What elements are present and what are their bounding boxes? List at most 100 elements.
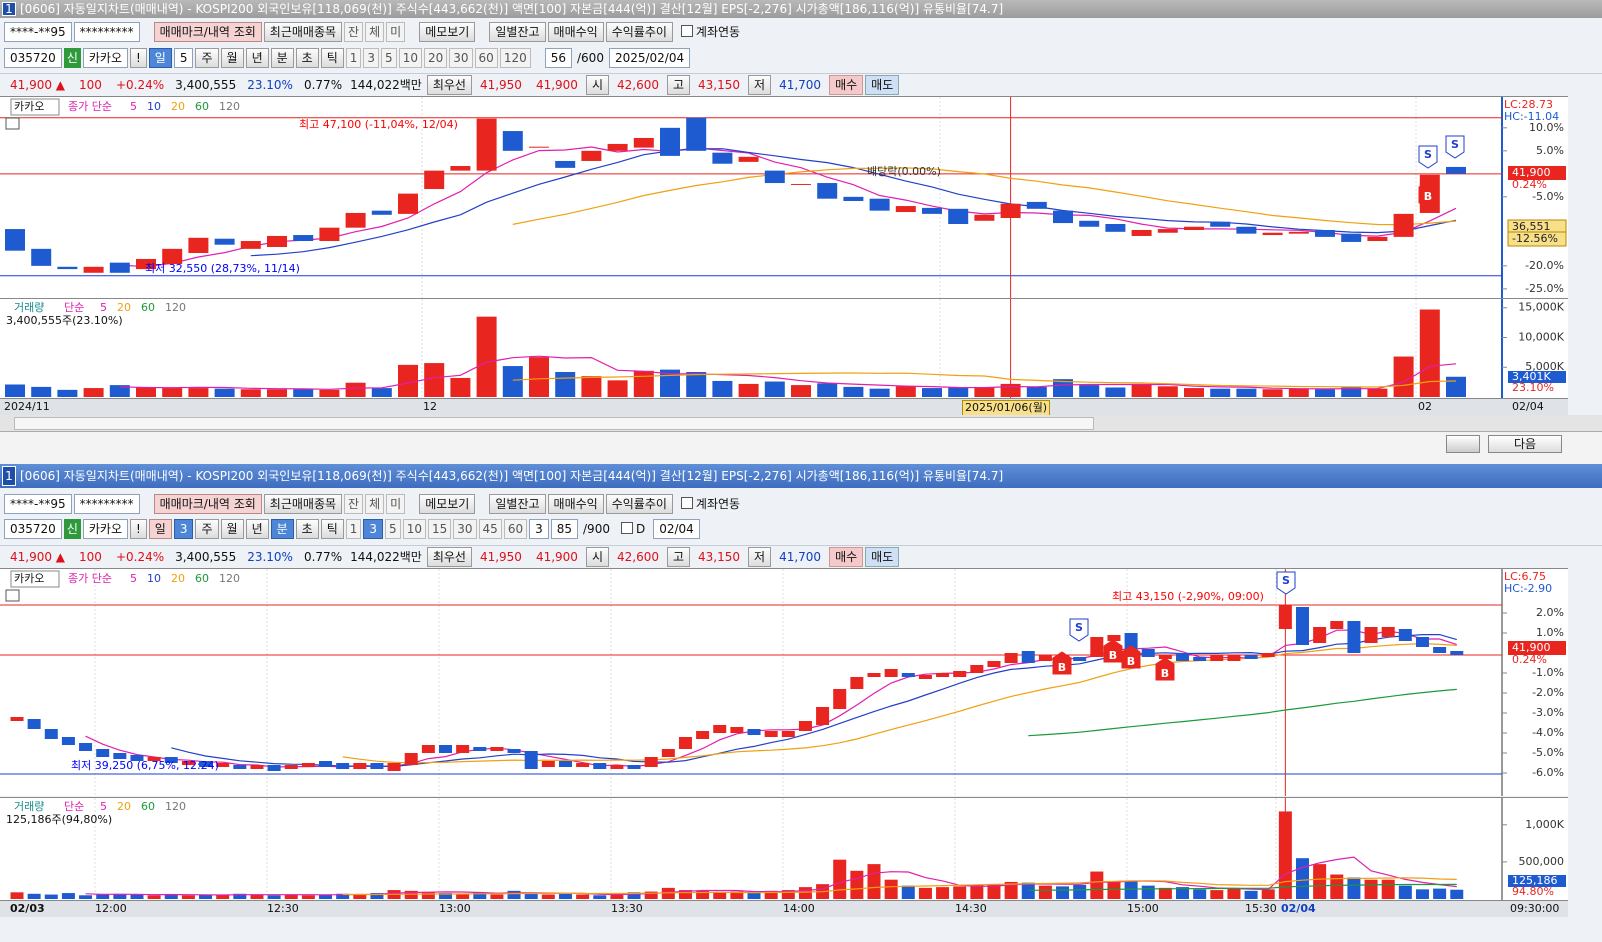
toolbar1-item[interactable]: 메모보기 bbox=[419, 494, 476, 514]
toolbar2-item[interactable]: 초 bbox=[295, 519, 319, 539]
settings-button[interactable] bbox=[1446, 435, 1480, 453]
quote-item[interactable]: 최우선 bbox=[426, 547, 472, 567]
quote-item[interactable]: 시 bbox=[585, 75, 609, 95]
toolbar2-item[interactable]: 30 bbox=[449, 48, 473, 68]
quote-item[interactable]: 저 bbox=[748, 547, 772, 567]
volume-bar bbox=[1415, 889, 1429, 899]
toolbar1-item[interactable]: ****-**95 bbox=[4, 494, 72, 514]
toolbar2-item[interactable]: D bbox=[615, 519, 651, 539]
toolbar2-item[interactable]: 85 bbox=[550, 519, 579, 539]
toolbar1-item[interactable]: 수익률추이 bbox=[605, 22, 673, 42]
toolbar2-item[interactable]: 년 bbox=[245, 48, 269, 68]
candle bbox=[1079, 220, 1100, 227]
toolbar2-item[interactable]: 일 bbox=[148, 48, 172, 68]
toolbar2-item[interactable]: 60 bbox=[503, 519, 528, 539]
candle bbox=[738, 156, 759, 162]
window-title: [0606] 자동일지차트(매매내역) - KOSPI200 외국인보유[118… bbox=[20, 2, 1004, 16]
toolbar2-item[interactable]: 일 bbox=[148, 519, 172, 539]
toolbar1-item[interactable]: 최근매매종목 bbox=[263, 22, 343, 42]
toolbar1-item[interactable]: ********* bbox=[73, 494, 140, 514]
toolbar2-item[interactable]: 56 bbox=[544, 48, 572, 68]
toolbar1-item[interactable]: 일별잔고 bbox=[489, 22, 546, 42]
toolbar2-item[interactable]: 45 bbox=[478, 519, 502, 539]
toolbar2-item[interactable]: ! bbox=[129, 519, 147, 539]
toolbar2-item[interactable]: 카카오 bbox=[82, 519, 128, 539]
quote-item[interactable]: 시 bbox=[585, 547, 609, 567]
scroll-thumb[interactable] bbox=[14, 417, 1094, 430]
quote-item[interactable]: 매수 bbox=[829, 547, 864, 567]
toolbar2-item[interactable]: 10 bbox=[402, 519, 426, 539]
toolbar1-item[interactable]: 미 bbox=[386, 22, 406, 42]
toolbar2-item[interactable]: 30 bbox=[453, 519, 477, 539]
volume-bar bbox=[1107, 881, 1121, 899]
toolbar2-item[interactable]: 월 bbox=[220, 48, 244, 68]
toolbar2-item[interactable]: 5 bbox=[385, 519, 401, 539]
toolbar2-item[interactable]: 1 bbox=[345, 519, 362, 539]
toolbar2-item[interactable]: 3 bbox=[173, 519, 194, 539]
candle bbox=[214, 238, 235, 245]
toolbar2-item[interactable]: 035720 bbox=[4, 519, 62, 539]
toolbar1-item[interactable]: 매매마크/내역 조회 bbox=[153, 22, 262, 42]
toolbar2-item[interactable]: 20 bbox=[423, 48, 448, 68]
volume-bar bbox=[5, 384, 25, 397]
toolbar2-item[interactable]: 월 bbox=[220, 519, 244, 539]
toolbar1-item[interactable]: 체 bbox=[365, 494, 385, 514]
x-tick-label: 12:30 bbox=[267, 902, 299, 915]
toolbar2-item[interactable]: 5 bbox=[173, 48, 194, 68]
quote-item[interactable]: 최우선 bbox=[426, 75, 472, 95]
quote-item[interactable]: 매수 bbox=[829, 75, 864, 95]
toolbar2-item[interactable]: 5 bbox=[381, 48, 397, 68]
candle bbox=[1157, 229, 1178, 233]
toolbar1-item[interactable]: 잔 bbox=[344, 22, 364, 42]
toolbar1-item[interactable]: 체 bbox=[365, 22, 385, 42]
toolbar2-item[interactable]: 15 bbox=[427, 519, 452, 539]
toolbar2-item[interactable]: 2025/02/04 bbox=[608, 48, 691, 68]
toolbar1-item[interactable]: 메모보기 bbox=[419, 22, 476, 42]
volume-bar bbox=[781, 890, 795, 899]
trade-marker bbox=[1276, 571, 1296, 595]
toolbar1-item[interactable]: 매매마크/내역 조회 bbox=[153, 494, 262, 514]
toolbar2-item[interactable]: 3 bbox=[529, 519, 549, 539]
toolbar2-item[interactable]: 년 bbox=[245, 519, 269, 539]
toolbar1-item[interactable]: 미 bbox=[386, 494, 406, 514]
toolbar1-item[interactable]: 계좌연동 bbox=[675, 494, 746, 514]
toolbar2-item[interactable]: 틱 bbox=[320, 519, 344, 539]
quote-item[interactable]: 저 bbox=[748, 75, 772, 95]
toolbar2-item[interactable]: ! bbox=[129, 48, 147, 68]
toolbar1-item[interactable]: 수익률추이 bbox=[605, 494, 673, 514]
volume-bar bbox=[1176, 887, 1190, 899]
toolbar2-item[interactable]: 02/04 bbox=[653, 519, 700, 539]
quote-item[interactable]: 고 bbox=[666, 75, 691, 95]
toolbar2-item[interactable]: 3 bbox=[363, 48, 380, 68]
volume-bar bbox=[1124, 881, 1138, 899]
toolbar2-item[interactable]: 틱 bbox=[320, 48, 344, 68]
toolbar2-item[interactable]: 1 bbox=[345, 48, 362, 68]
toolbar1-item[interactable]: 매매수익 bbox=[547, 494, 604, 514]
volume-bar bbox=[1262, 389, 1283, 397]
grid-toggle bbox=[5, 117, 20, 130]
toolbar2-item[interactable]: 주 bbox=[195, 519, 219, 539]
next-button[interactable]: 다음 bbox=[1488, 435, 1562, 453]
toolbar2-item[interactable]: 3 bbox=[363, 519, 384, 539]
toolbar2-item[interactable]: 120 bbox=[499, 48, 531, 68]
toolbar1-item[interactable]: 일별잔고 bbox=[489, 494, 546, 514]
toolbar2-item[interactable]: 초 bbox=[295, 48, 319, 68]
toolbar2-item[interactable]: 분 bbox=[270, 519, 294, 539]
toolbar1-item[interactable]: 계좌연동 bbox=[675, 22, 746, 42]
quote-item: 0.77% bbox=[303, 78, 343, 92]
toolbar1-item[interactable]: 최근매매종목 bbox=[263, 494, 343, 514]
toolbar2-item[interactable]: 카카오 bbox=[82, 48, 128, 68]
toolbar2-item[interactable]: 10 bbox=[398, 48, 422, 68]
toolbar2-item: 신 bbox=[63, 48, 81, 68]
toolbar1-item[interactable]: ********* bbox=[73, 22, 140, 42]
toolbar1-item[interactable]: ****-**95 bbox=[4, 22, 72, 42]
toolbar1-item[interactable]: 잔 bbox=[344, 494, 364, 514]
toolbar1-item[interactable]: 매매수익 bbox=[547, 22, 604, 42]
toolbar2-item[interactable]: 035720 bbox=[4, 48, 62, 68]
candle bbox=[644, 757, 658, 767]
toolbar2-item[interactable]: 분 bbox=[270, 48, 294, 68]
toolbar2-item[interactable]: 주 bbox=[195, 48, 219, 68]
candle bbox=[1450, 651, 1464, 655]
toolbar2-item[interactable]: 60 bbox=[474, 48, 498, 68]
quote-item[interactable]: 고 bbox=[666, 547, 691, 567]
